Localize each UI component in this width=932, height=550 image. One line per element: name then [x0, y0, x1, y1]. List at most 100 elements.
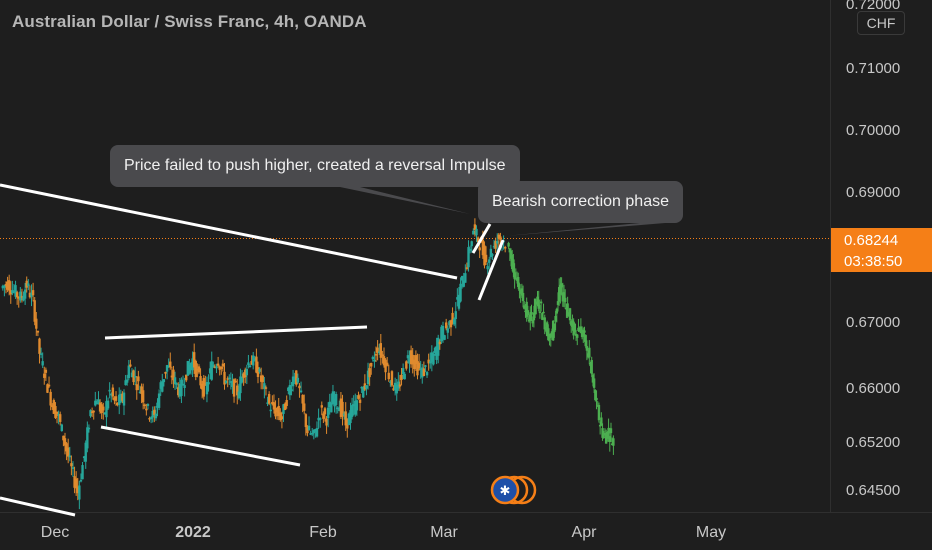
candle-body — [385, 362, 389, 366]
candle-body — [318, 418, 322, 420]
trendline-channel-top[interactable] — [104, 325, 368, 340]
projection-candle-body — [525, 301, 528, 317]
projection-candle-body — [543, 317, 546, 330]
candle-body — [191, 358, 194, 371]
candle-body — [130, 372, 134, 378]
projection-candle-body — [604, 434, 608, 444]
event-badges[interactable]: ✱ — [490, 475, 537, 505]
candle-body — [17, 297, 20, 299]
projection-candle-body — [594, 390, 597, 401]
price-tick-label: 0.64500 — [846, 482, 900, 499]
candle-body — [148, 418, 151, 420]
candle-body — [397, 381, 400, 389]
projection-candle-body — [606, 431, 609, 439]
candle-body — [78, 485, 81, 500]
projection-candle-body — [530, 311, 533, 315]
price-tick-label: 0.70000 — [846, 122, 900, 139]
candle-body — [282, 404, 285, 414]
projection-candle-body — [542, 311, 545, 314]
candle-body — [213, 366, 217, 369]
candle-body — [488, 259, 491, 263]
projection-candle-body — [584, 335, 587, 347]
candle-body — [73, 476, 76, 488]
candle-body — [89, 410, 92, 417]
candle-body — [306, 427, 309, 434]
candle-body — [204, 383, 207, 385]
candle-body — [430, 352, 434, 362]
callout-bearish-correction[interactable]: Bearish correction phase — [478, 181, 683, 223]
projection-candle-body — [568, 308, 572, 321]
callout-reversal-impulse[interactable]: Price failed to push higher, created a r… — [110, 145, 520, 187]
candle-body — [178, 384, 182, 397]
candle-body — [379, 343, 382, 358]
candle-body — [295, 370, 298, 385]
projection-candle-body — [547, 328, 550, 341]
candle-body — [376, 347, 379, 353]
candle-body — [92, 410, 95, 413]
impulse-line-short[interactable] — [471, 223, 492, 254]
candle-body — [71, 467, 75, 469]
time-tick-label: May — [696, 524, 726, 541]
projection-candle-body — [577, 327, 580, 331]
candle-body — [296, 377, 300, 383]
candle-body — [312, 430, 316, 434]
trendline-upper-descending[interactable] — [0, 183, 458, 280]
candle-body — [427, 359, 430, 364]
candle-body — [97, 399, 100, 405]
candle-body — [27, 283, 30, 286]
candle-body — [440, 326, 443, 342]
candle-body — [205, 382, 209, 395]
candle-body — [23, 289, 27, 299]
projection-candle-body — [565, 308, 568, 310]
candle-body — [49, 391, 52, 406]
projection-candle-body — [597, 404, 601, 421]
projection-candle-body — [517, 277, 520, 287]
candle-body — [269, 409, 272, 412]
candle-body — [44, 369, 48, 373]
candle-body — [108, 389, 111, 392]
candle-body — [271, 401, 274, 405]
projection-candle-body — [532, 312, 536, 321]
candle-body — [162, 379, 166, 383]
candle-body — [454, 311, 457, 320]
price-axis[interactable]: 0.72000 0.71000 0.70000 0.69000 0.67000 0.660… — [846, 0, 900, 499]
candle-body — [462, 280, 465, 287]
candle-body — [422, 368, 426, 377]
time-axis[interactable]: Dec 2022 Feb Mar Apr May — [41, 524, 726, 541]
price-tick-label: 0.66000 — [846, 380, 900, 397]
candle-body — [504, 246, 507, 249]
candle-body — [106, 400, 110, 409]
trendline-channel-bottom[interactable] — [100, 425, 301, 467]
candle-body — [280, 416, 284, 420]
projection-candle-body — [533, 298, 537, 315]
price-tick-label: 0.72000 — [846, 0, 900, 13]
impulse-line-long[interactable] — [477, 239, 505, 301]
candle-body — [344, 411, 347, 426]
candle-body — [202, 378, 205, 397]
projection-candle-body — [570, 321, 573, 326]
projection-candle-body — [560, 283, 563, 288]
candle-body — [167, 365, 170, 368]
projection-candle-body — [521, 292, 525, 302]
candle-body — [311, 433, 314, 435]
candle-body — [403, 373, 406, 380]
projection-candle-body — [600, 417, 603, 426]
candle-body — [334, 394, 338, 405]
candle-body — [459, 283, 462, 302]
candle-body — [476, 237, 480, 242]
projection-candle-body — [583, 330, 586, 333]
candle-body — [82, 456, 86, 459]
candle-body — [87, 427, 91, 430]
projection-candle-body — [508, 248, 512, 253]
currency-label[interactable]: CHF — [857, 11, 905, 35]
candle-body — [229, 381, 233, 383]
candle-body — [491, 254, 494, 256]
trendline-lower-descending[interactable] — [0, 496, 76, 517]
last-price-value: 0.68244 — [844, 232, 899, 249]
candle-body — [4, 284, 8, 286]
candle-body — [464, 273, 467, 283]
candle-body — [41, 361, 44, 366]
candle-body — [341, 401, 344, 417]
